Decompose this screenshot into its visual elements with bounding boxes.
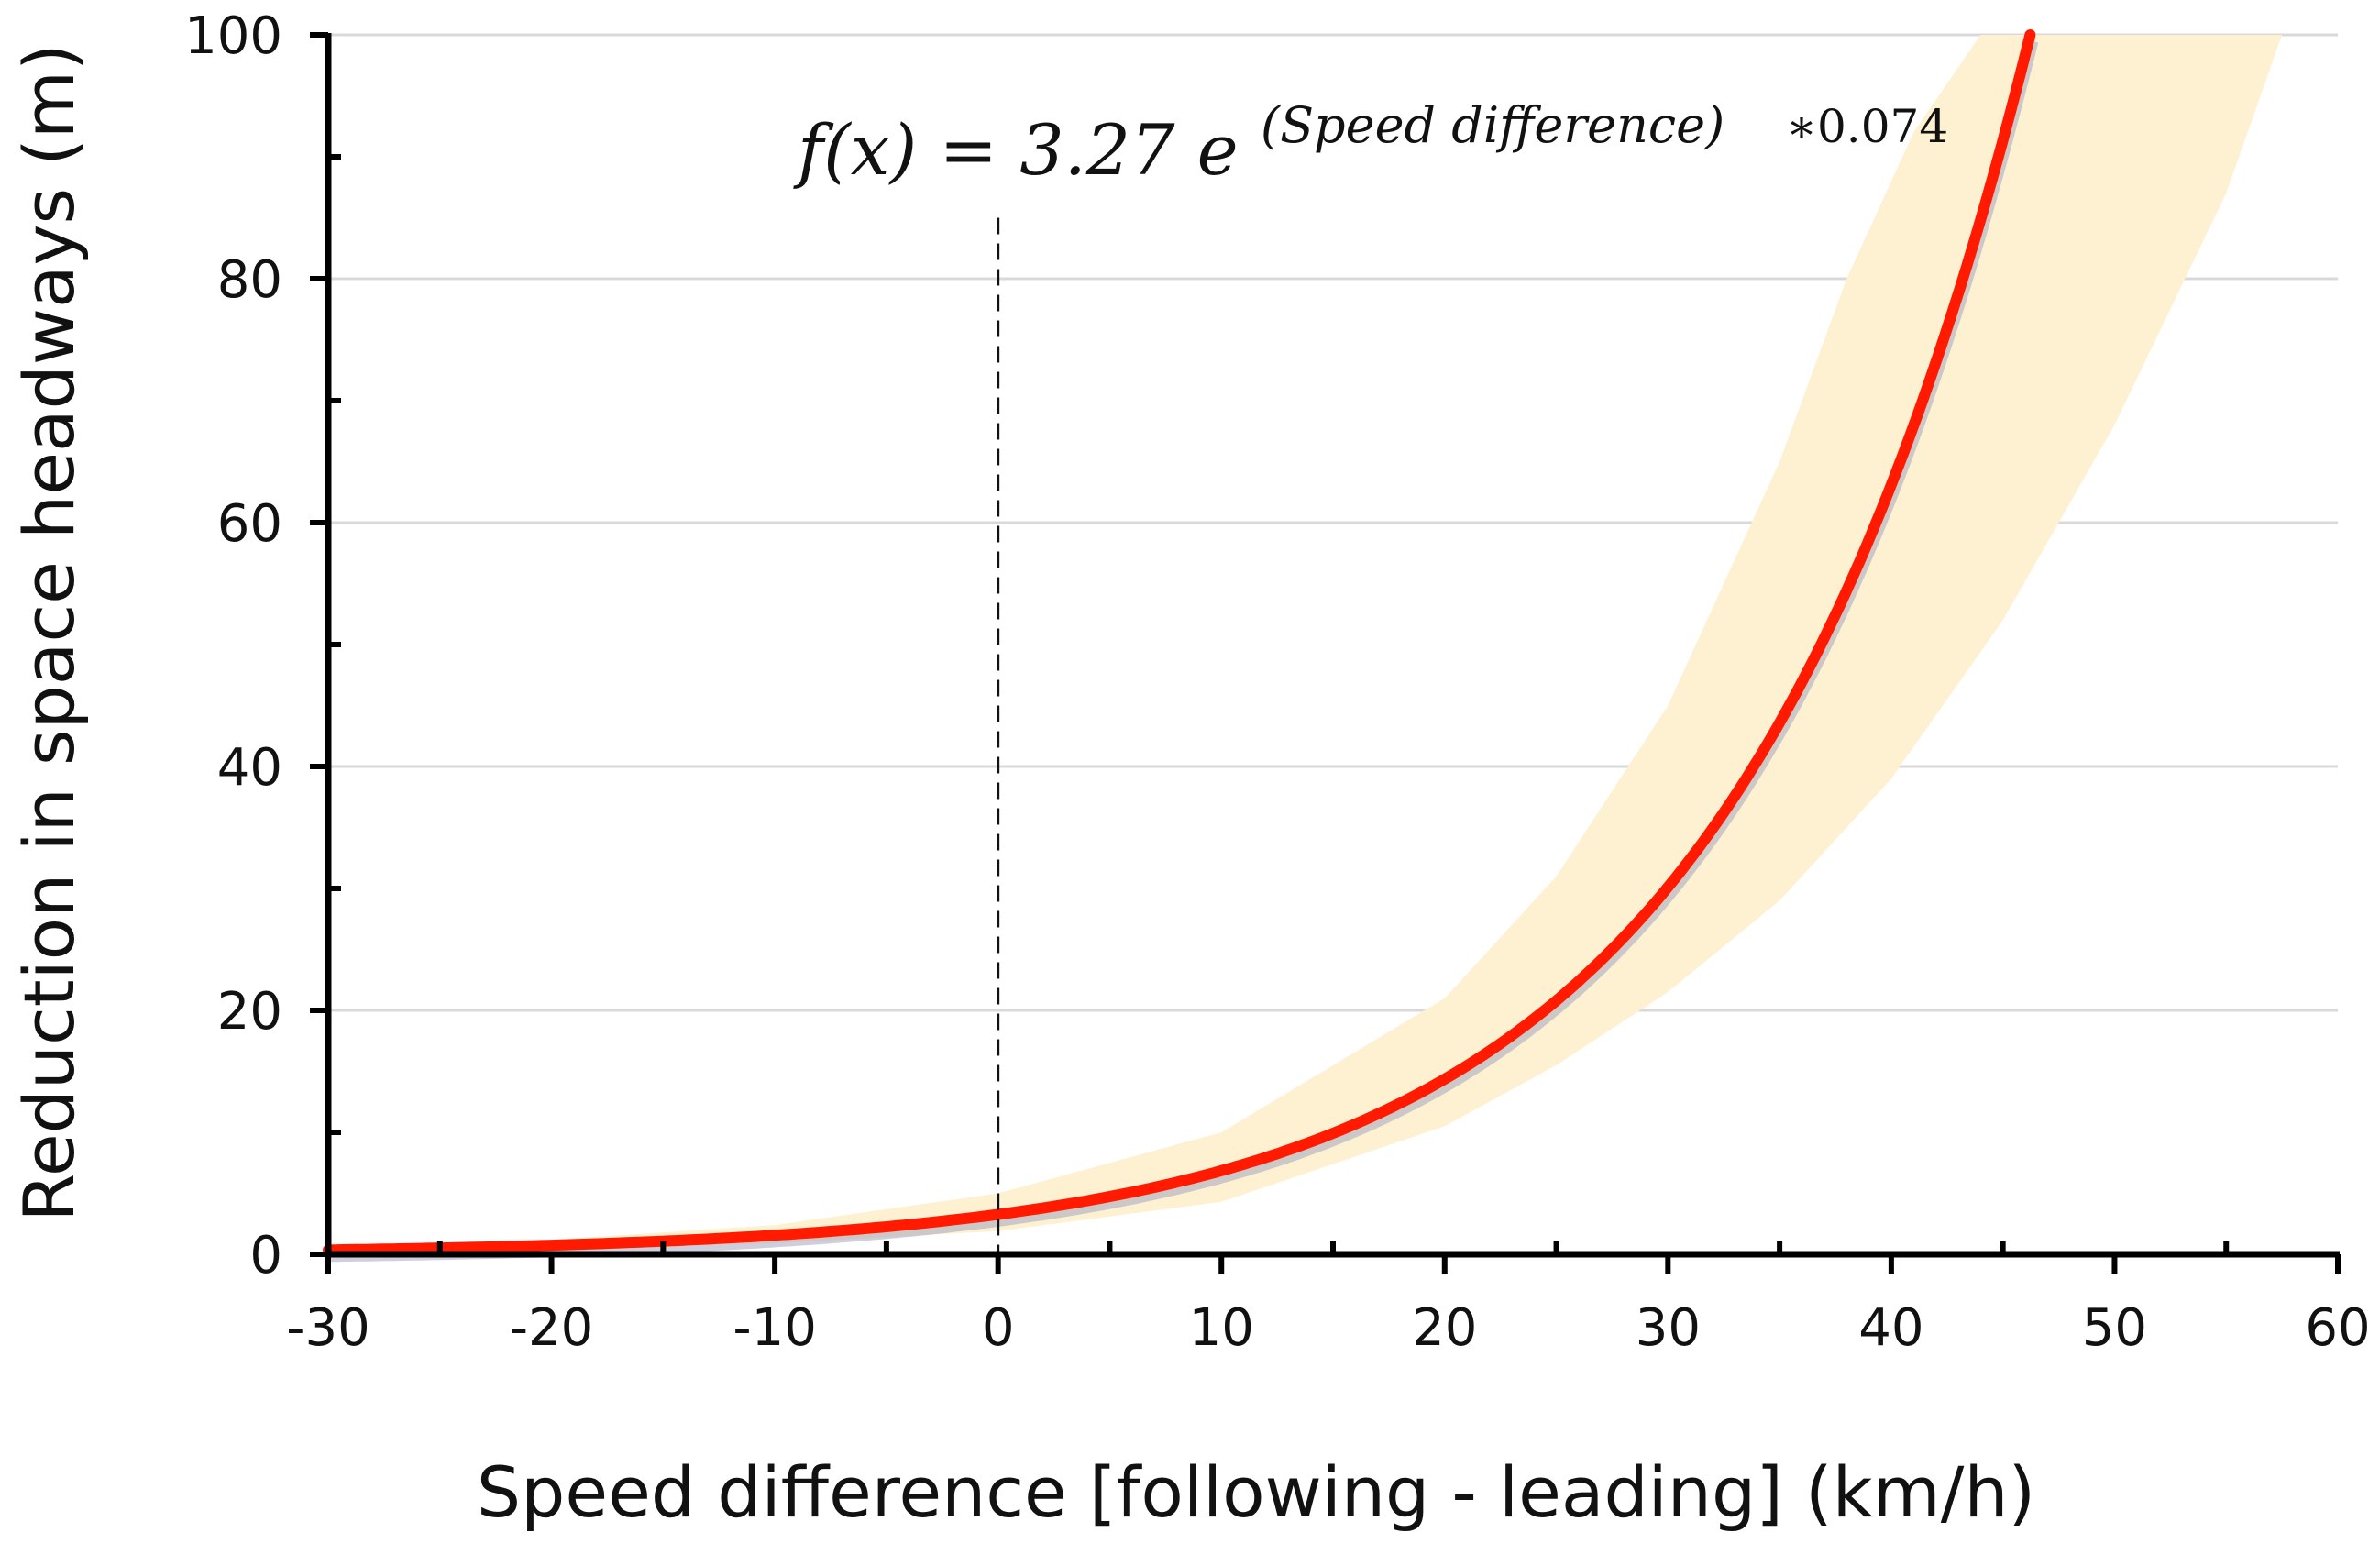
- confidence-band: [328, 35, 2283, 1252]
- x-tick-label-60: 60: [2305, 1298, 2370, 1358]
- y-tick-label-40: 40: [217, 738, 282, 798]
- formula-exponent: (Speed difference): [1261, 96, 1724, 154]
- x-tick-label--10: -10: [733, 1298, 816, 1358]
- x-tick-label--20: -20: [510, 1298, 593, 1358]
- fitted-curve: [323, 29, 2036, 1256]
- x-tick-labels: -30 -20 -10 0 10 20 30 40 50 60: [286, 1298, 2370, 1358]
- x-tick-label-20: 20: [1412, 1298, 1477, 1358]
- x-tick-label-40: 40: [1858, 1298, 1923, 1358]
- x-tick-label-0: 0: [982, 1298, 1015, 1358]
- formula-lhs: f(x) = 3.27 e: [793, 109, 1239, 191]
- y-ticks: [310, 32, 341, 1257]
- x-tick-label-50: 50: [2082, 1298, 2147, 1358]
- y-tick-label-20: 20: [217, 982, 282, 1042]
- y-axis-title: Reduction in space headways (m): [8, 43, 90, 1221]
- x-tick-label-30: 30: [1636, 1298, 1701, 1358]
- x-tick-label-10: 10: [1189, 1298, 1254, 1358]
- y-tick-label-100: 100: [184, 6, 282, 66]
- formula-multiplier: ∗0.074: [1786, 100, 1948, 153]
- y-tick-labels: 0 20 40 60 80 100: [184, 6, 282, 1285]
- y-tick-label-80: 80: [217, 250, 282, 310]
- x-ticks: [325, 1241, 2341, 1274]
- formula-annotation: f(x) = 3.27 e (Speed difference) ∗0.074: [793, 96, 1948, 191]
- y-tick-label-0: 0: [249, 1226, 282, 1285]
- x-axis-title: Speed difference [following - leading] (…: [477, 1451, 2035, 1533]
- x-tick-label--30: -30: [286, 1298, 369, 1358]
- y-tick-label-60: 60: [217, 494, 282, 554]
- fitted-curve-shadow: [330, 39, 2039, 1263]
